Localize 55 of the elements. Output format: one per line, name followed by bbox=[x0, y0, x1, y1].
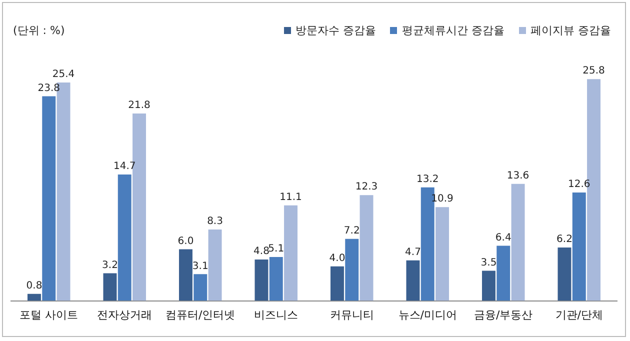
bar bbox=[330, 266, 344, 301]
data-label: 25.4 bbox=[52, 69, 75, 80]
bar bbox=[42, 96, 56, 301]
legend-label: 페이지뷰 증감율 bbox=[530, 23, 611, 38]
data-label: 13.6 bbox=[506, 170, 530, 182]
data-label: 6.4 bbox=[495, 232, 512, 244]
data-label: 23.8 bbox=[38, 82, 60, 94]
x-tick-label: 비즈니스 bbox=[254, 308, 298, 322]
x-tick-label: 뉴스/미디어 bbox=[398, 308, 457, 322]
bar bbox=[254, 260, 268, 301]
bar bbox=[572, 192, 586, 301]
bar bbox=[178, 249, 192, 301]
bar bbox=[360, 195, 374, 301]
legend-label: 방문자수 증감율 bbox=[294, 23, 376, 38]
bar bbox=[27, 294, 41, 301]
data-label: 4.8 bbox=[254, 246, 270, 258]
x-tick-label: 전자상거래 bbox=[97, 308, 152, 322]
data-label: 21.8 bbox=[128, 100, 150, 112]
x-tick-label: 컴퓨터/인터넷 bbox=[166, 308, 236, 322]
bar bbox=[208, 229, 222, 301]
bar bbox=[511, 184, 525, 301]
bar bbox=[496, 246, 510, 301]
bar bbox=[436, 207, 450, 301]
data-label: 8.3 bbox=[207, 216, 223, 228]
bar bbox=[194, 274, 208, 301]
bar bbox=[269, 256, 283, 301]
data-label: 3.2 bbox=[102, 260, 118, 271]
bar bbox=[118, 174, 132, 301]
data-label: 7.2 bbox=[344, 226, 360, 237]
data-label: 25.8 bbox=[582, 66, 605, 77]
bar bbox=[103, 273, 117, 301]
data-label: 6.0 bbox=[178, 236, 194, 247]
bar bbox=[482, 270, 496, 301]
data-label: 4.0 bbox=[329, 253, 346, 264]
data-label: 6.2 bbox=[556, 234, 572, 246]
bar bbox=[406, 260, 420, 301]
x-tick-label: 기관/단체 bbox=[555, 308, 603, 322]
data-label: 11.1 bbox=[280, 192, 302, 204]
data-label: 5.1 bbox=[268, 244, 284, 255]
data-label: 3.1 bbox=[192, 260, 208, 272]
data-label: 13.2 bbox=[416, 174, 439, 185]
x-tick-label: 포털 사이트 bbox=[20, 308, 78, 322]
bar bbox=[558, 248, 572, 301]
x-tick-label: 금융/부동산 bbox=[474, 308, 533, 322]
data-label: 12.6 bbox=[568, 179, 590, 190]
x-tick-label: 커뮤니티 bbox=[330, 308, 374, 322]
bar bbox=[345, 238, 359, 301]
data-label: 12.3 bbox=[355, 182, 378, 193]
text: (단위 : %) bbox=[13, 23, 65, 38]
bar bbox=[284, 205, 298, 301]
data-label: 0.8 bbox=[26, 280, 42, 292]
legend-label: 평균체류시간 증감율 bbox=[401, 23, 504, 38]
data-label: 14.7 bbox=[113, 161, 136, 172]
data-label: 3.5 bbox=[480, 257, 497, 268]
data-label: 4.7 bbox=[405, 247, 421, 258]
